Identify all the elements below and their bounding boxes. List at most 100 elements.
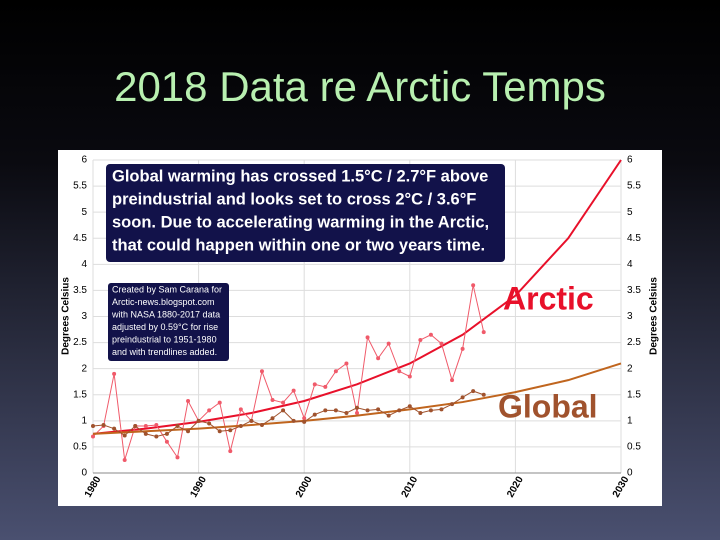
data-point	[386, 341, 391, 346]
trend-line	[92, 362, 622, 435]
credits-text: preindustrial to 1951-1980	[112, 334, 217, 344]
y2-tick-label: 5.5	[627, 181, 641, 192]
data-point	[196, 418, 201, 423]
data-point	[365, 335, 370, 340]
y-tick-label: 0	[81, 468, 87, 479]
data-point	[418, 411, 423, 416]
data-point	[376, 407, 381, 412]
data-point	[186, 429, 191, 434]
series-label: Global	[498, 388, 598, 424]
data-point	[154, 434, 159, 439]
y-tick-label: 2.5	[73, 337, 87, 348]
data-point	[481, 392, 486, 397]
trend-line	[92, 159, 622, 435]
data-point	[291, 418, 296, 423]
annotation-text: that could happen within one or two year…	[112, 236, 485, 254]
y2-tick-label: 1.5	[627, 389, 641, 400]
y-tick-label: 4.5	[73, 233, 87, 244]
y2-tick-label: 3	[627, 311, 633, 322]
data-point	[122, 457, 127, 462]
data-point	[228, 428, 233, 433]
data-point	[217, 429, 222, 434]
data-point	[112, 426, 117, 431]
data-point	[428, 332, 433, 337]
data-point	[302, 416, 307, 421]
data-point	[175, 455, 180, 460]
data-point	[323, 384, 328, 389]
credits-text: Created by Sam Carana for	[112, 284, 222, 294]
data-point	[344, 361, 349, 366]
y-tick-label: 5.5	[73, 181, 87, 192]
data-point	[471, 389, 476, 394]
data-point	[164, 439, 169, 444]
y2-tick-label: 0.5	[627, 442, 641, 453]
y-tick-label: 1.5	[73, 389, 87, 400]
annotation-box	[106, 164, 505, 262]
credits-text: with NASA 1880-2017 data	[111, 309, 220, 319]
data-point	[333, 369, 338, 374]
data-point	[207, 408, 212, 413]
data-point	[355, 411, 359, 416]
data-point	[312, 382, 317, 387]
data-point	[397, 408, 402, 413]
data-point	[238, 424, 243, 429]
data-point	[270, 416, 275, 421]
data-point	[91, 424, 95, 429]
credits-text: Arctic-news.blogspot.com	[112, 297, 215, 307]
data-point	[249, 418, 254, 423]
y-tick-label: 0.5	[73, 442, 87, 453]
data-point	[302, 419, 307, 424]
data-point	[418, 337, 423, 342]
y-tick-label: 5	[81, 207, 87, 218]
y2-axis-label: Degrees Celsius	[649, 277, 660, 355]
data-point	[207, 421, 212, 426]
data-point	[143, 431, 148, 436]
y-tick-label: 3.5	[73, 285, 87, 296]
data-point	[439, 341, 444, 346]
data-point	[333, 408, 338, 413]
data-point	[450, 378, 455, 383]
data-point	[450, 402, 455, 407]
y2-tick-label: 3.5	[627, 285, 641, 296]
data-line	[92, 285, 485, 461]
y2-tick-label: 0	[627, 468, 633, 479]
data-point	[365, 408, 370, 413]
y-tick-label: 3	[81, 311, 87, 322]
data-point	[323, 408, 328, 413]
data-point	[154, 423, 159, 428]
y2-tick-label: 5	[627, 207, 633, 218]
data-point	[112, 371, 117, 376]
data-point	[164, 431, 169, 436]
y2-tick-label: 6	[627, 155, 633, 166]
y-tick-label: 4	[81, 259, 87, 270]
y2-tick-label: 1	[627, 415, 633, 426]
credits-text: and with trendlines added.	[112, 347, 217, 357]
credits-text: adjusted by 0.59°C for rise	[112, 322, 218, 332]
annotation-text: soon. Due to accelerating warming in the…	[112, 213, 489, 231]
y-tick-label: 2	[81, 363, 87, 374]
slide-title: 2018 Data re Arctic Temps	[114, 63, 606, 110]
data-point	[122, 433, 127, 438]
data-point	[481, 330, 486, 335]
data-point	[355, 405, 359, 410]
y-axis-label: Degrees Celsius	[61, 277, 72, 355]
data-point	[407, 404, 412, 409]
data-point	[312, 412, 317, 417]
data-point	[460, 395, 465, 400]
series-label: Arctic	[503, 280, 594, 316]
data-point	[471, 283, 476, 288]
data-point	[376, 356, 381, 361]
data-point	[238, 407, 243, 412]
y2-tick-label: 2	[627, 363, 633, 374]
data-point	[460, 346, 465, 351]
y-tick-label: 1	[81, 415, 87, 426]
y2-tick-label: 2.5	[627, 337, 641, 348]
data-point	[291, 388, 296, 393]
data-point	[386, 413, 391, 418]
data-point	[407, 374, 412, 379]
data-point	[397, 369, 402, 374]
data-point	[281, 408, 286, 413]
data-point	[175, 424, 180, 429]
credits-box	[108, 283, 229, 361]
